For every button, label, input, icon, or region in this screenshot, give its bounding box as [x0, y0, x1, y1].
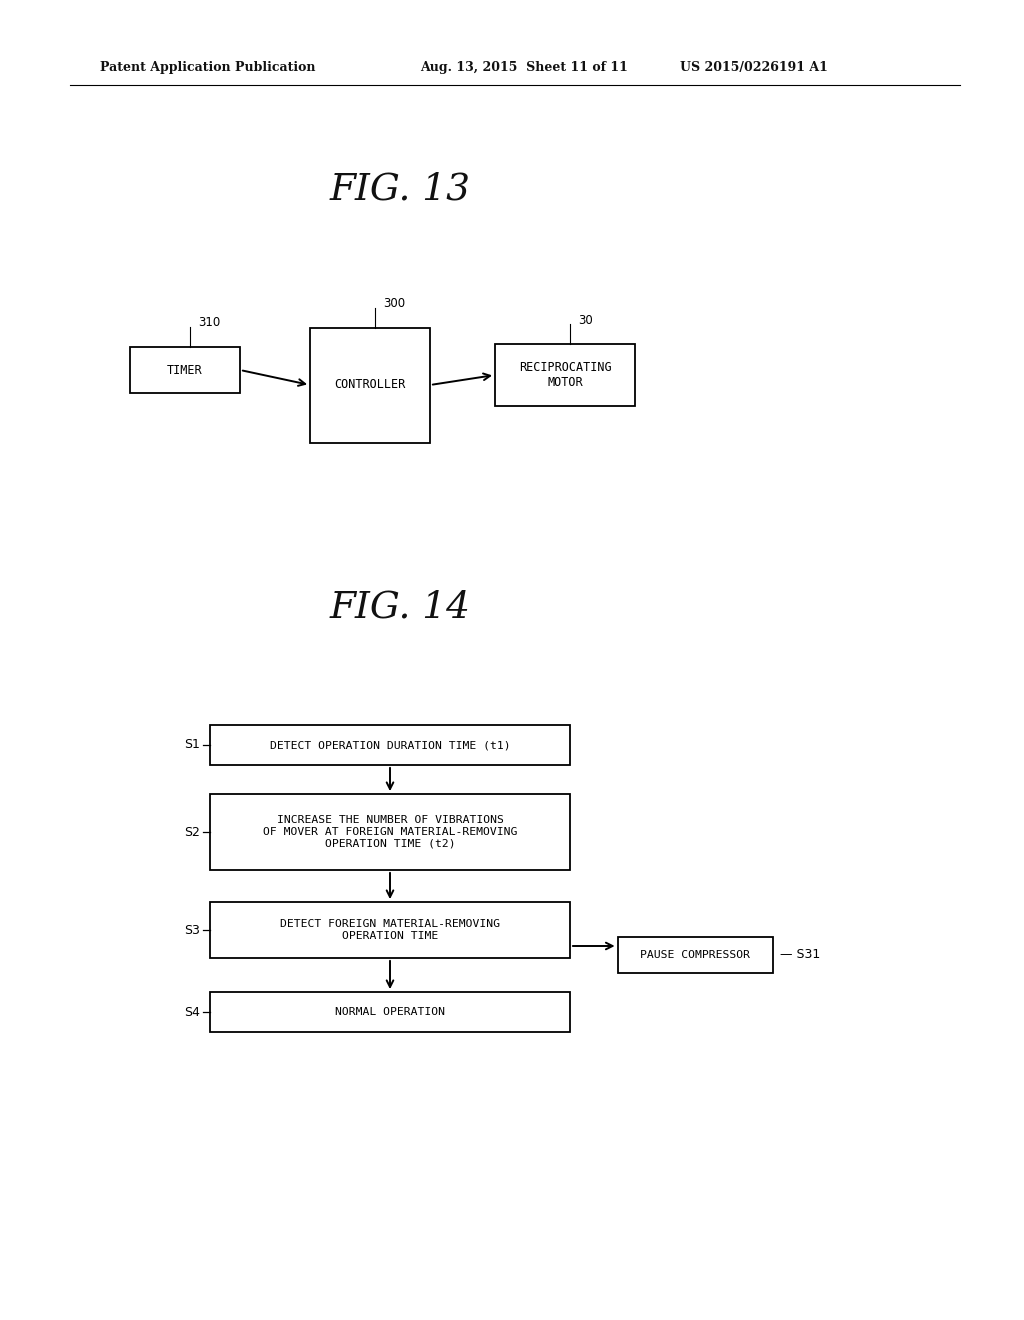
- Text: Patent Application Publication: Patent Application Publication: [100, 62, 315, 74]
- Text: NORMAL OPERATION: NORMAL OPERATION: [335, 1007, 445, 1016]
- Text: Aug. 13, 2015  Sheet 11 of 11: Aug. 13, 2015 Sheet 11 of 11: [420, 62, 628, 74]
- Text: S1: S1: [184, 738, 200, 751]
- Text: TIMER: TIMER: [167, 363, 203, 376]
- Text: S4: S4: [184, 1006, 200, 1019]
- Text: PAUSE COMPRESSOR: PAUSE COMPRESSOR: [640, 950, 750, 960]
- Text: FIG. 13: FIG. 13: [330, 172, 470, 209]
- Text: 310: 310: [198, 317, 220, 330]
- Text: — S31: — S31: [780, 949, 821, 961]
- Text: DETECT FOREIGN MATERIAL-REMOVING
OPERATION TIME: DETECT FOREIGN MATERIAL-REMOVING OPERATI…: [280, 919, 500, 941]
- Text: 300: 300: [383, 297, 406, 310]
- Text: FIG. 14: FIG. 14: [330, 589, 470, 624]
- FancyBboxPatch shape: [617, 937, 772, 973]
- FancyBboxPatch shape: [210, 902, 570, 958]
- FancyBboxPatch shape: [310, 327, 430, 442]
- FancyBboxPatch shape: [210, 993, 570, 1032]
- FancyBboxPatch shape: [130, 347, 240, 393]
- Text: S3: S3: [184, 924, 200, 936]
- FancyBboxPatch shape: [210, 725, 570, 766]
- Text: S2: S2: [184, 825, 200, 838]
- FancyBboxPatch shape: [495, 345, 635, 407]
- Text: 30: 30: [578, 314, 593, 326]
- Text: US 2015/0226191 A1: US 2015/0226191 A1: [680, 62, 827, 74]
- Text: RECIPROCATING
MOTOR: RECIPROCATING MOTOR: [519, 360, 611, 389]
- Text: CONTROLLER: CONTROLLER: [335, 379, 406, 392]
- FancyBboxPatch shape: [210, 795, 570, 870]
- Text: INCREASE THE NUMBER OF VIBRATIONS
OF MOVER AT FOREIGN MATERIAL-REMOVING
OPERATIO: INCREASE THE NUMBER OF VIBRATIONS OF MOV…: [263, 816, 517, 849]
- Text: DETECT OPERATION DURATION TIME (t1): DETECT OPERATION DURATION TIME (t1): [269, 741, 510, 750]
